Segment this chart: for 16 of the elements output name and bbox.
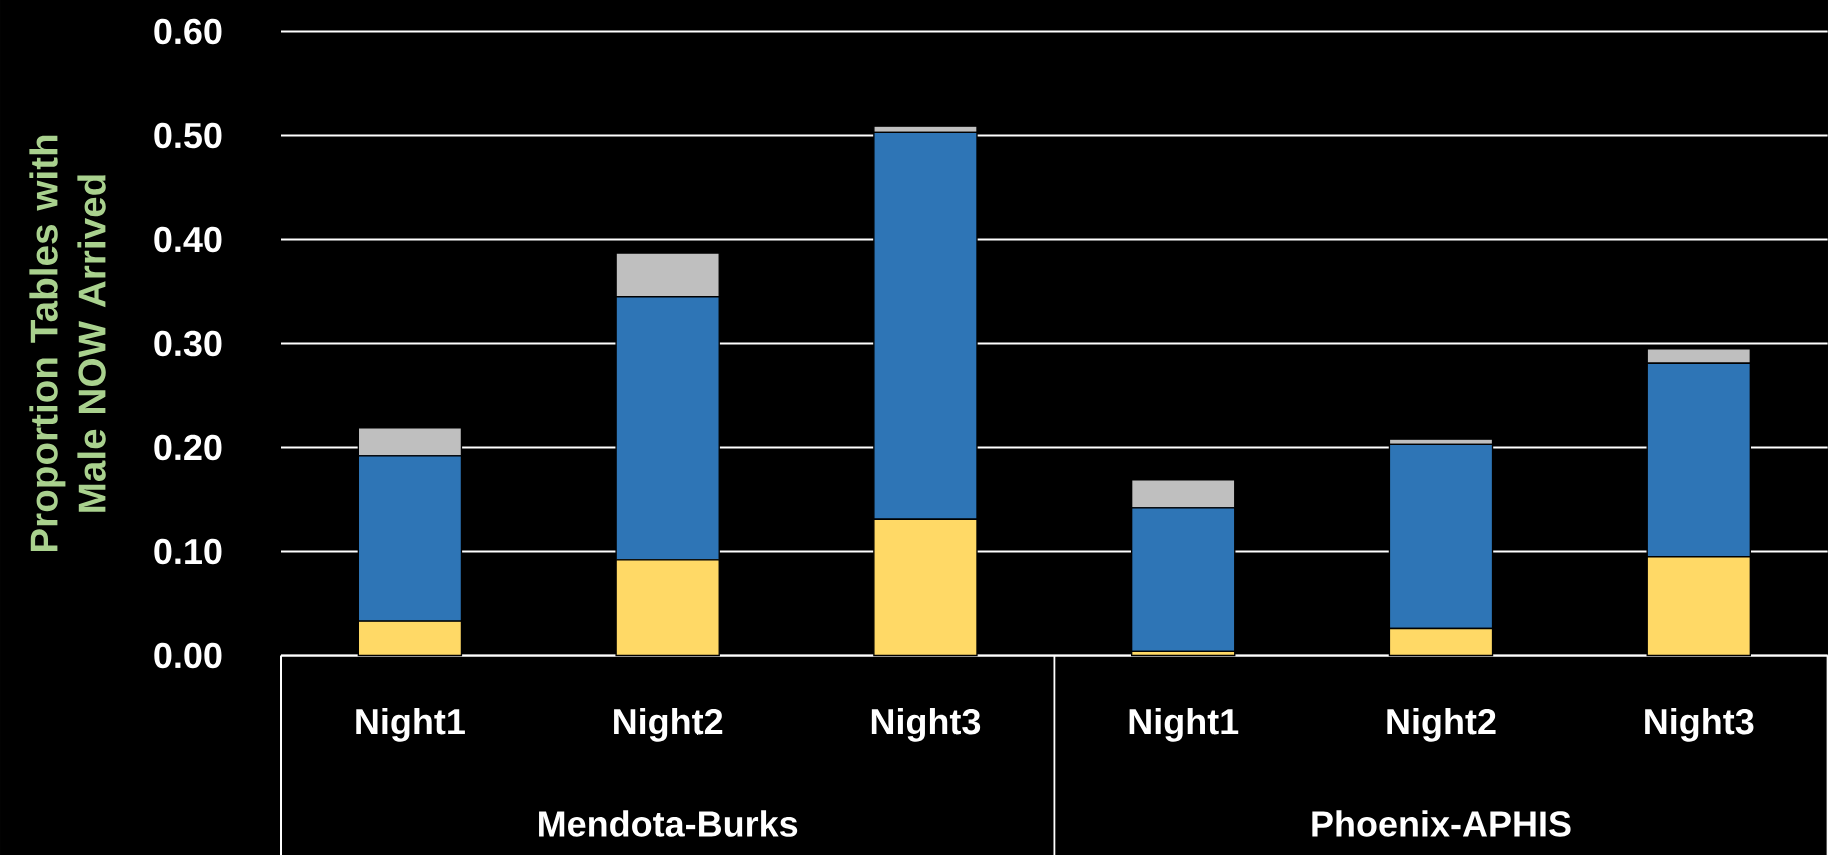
y-tick-label: 0.50 — [154, 122, 222, 149]
text: Mendota-Burks — [539, 810, 798, 837]
x-tick-label: Night3 — [871, 707, 981, 742]
x-tick-label: Night1 — [356, 707, 465, 742]
x-tick-label: Night1 — [1129, 707, 1239, 742]
x-tick-label: Night2 — [614, 707, 723, 742]
y-tick-label: 0.40 — [154, 226, 222, 253]
y-tick-label: 0.20 — [154, 434, 222, 461]
y-tick-label: 0.00 — [154, 642, 222, 669]
y-tick-label: 0.10 — [154, 538, 222, 565]
text: Phoenix-APHIS — [1312, 810, 1571, 837]
y-axis-title: Proportion Tables with Male NOW Arrived — [29, 135, 106, 552]
x-tick-label: Night3 — [1645, 707, 1754, 742]
y-tick-label: 0.30 — [154, 330, 222, 357]
y-tick-label: 0.60 — [154, 18, 222, 45]
x-tick-label: Night2 — [1387, 707, 1496, 742]
